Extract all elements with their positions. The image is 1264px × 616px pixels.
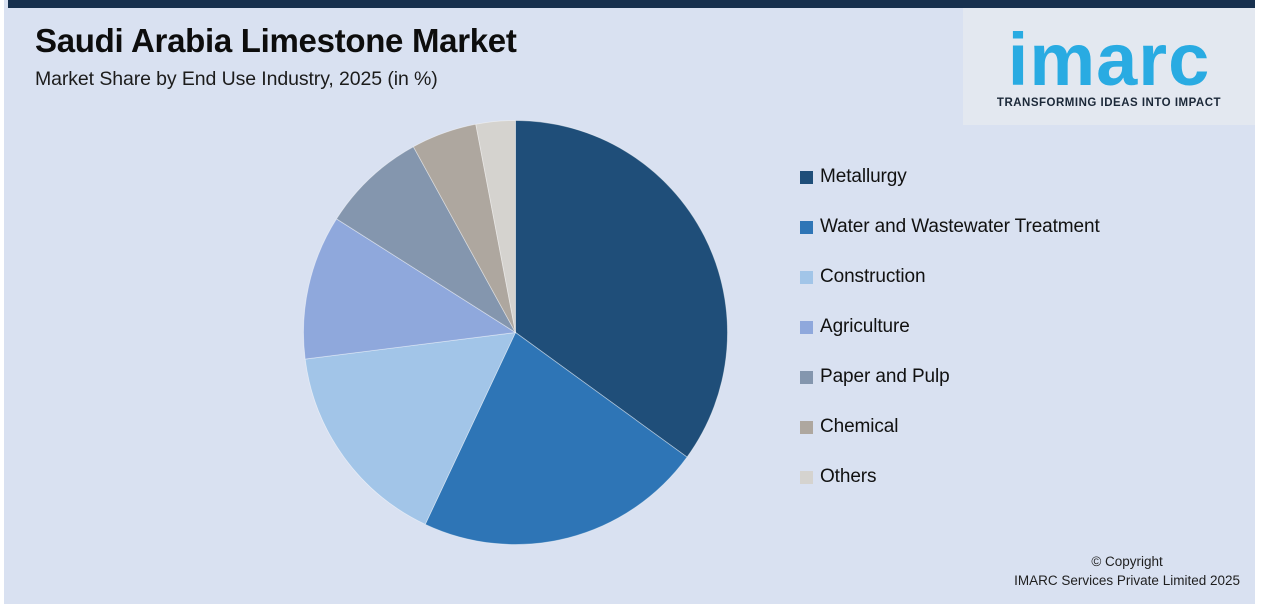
legend-item: Metallurgy <box>800 152 1100 202</box>
legend-swatch <box>800 470 813 484</box>
imarc-tagline: TRANSFORMING IDEAS INTO IMPACT <box>996 96 1222 109</box>
legend-swatch <box>800 320 813 334</box>
pie-slice-metallurgy <box>515 120 728 458</box>
legend-item: Chemical <box>800 402 1100 452</box>
legend-swatch <box>800 170 813 184</box>
legend-label: Agriculture <box>820 316 910 337</box>
legend-swatch <box>800 220 813 234</box>
legend-swatch <box>800 420 813 434</box>
imarc-logo: imarc <box>1007 18 1211 102</box>
legend-label: Metallurgy <box>820 166 907 187</box>
page-title: Saudi Arabia Limestone Market <box>35 22 517 59</box>
copyright-notice: © Copyright IMARC Services Private Limit… <box>1014 552 1240 590</box>
legend-item: Others <box>800 452 1100 502</box>
top-accent-bar <box>8 0 1255 8</box>
pie-slice-construction <box>304 332 516 525</box>
legend-item: Agriculture <box>800 302 1100 352</box>
pie-slice-paper-and-pulp <box>336 146 516 333</box>
pie-slice-agriculture <box>303 218 516 360</box>
pie-chart <box>303 120 728 545</box>
legend-label: Construction <box>820 266 926 287</box>
pie-slice-others <box>475 120 516 333</box>
pie-slice-water-and-wastewater-treatment <box>424 332 688 545</box>
logo-panel: imarc TRANSFORMING IDEAS INTO IMPACT <box>963 8 1255 125</box>
legend-label: Others <box>820 466 877 487</box>
pie-chart-container <box>302 119 729 546</box>
pie-slice-chemical <box>412 123 516 333</box>
copyright-line2: IMARC Services Private Limited 2025 <box>1014 573 1240 588</box>
copyright-line1: © Copyright <box>1091 554 1163 569</box>
legend-swatch <box>800 370 813 384</box>
legend-label: Water and Wastewater Treatment <box>820 216 1100 237</box>
legend-item: Construction <box>800 252 1100 302</box>
legend-item: Paper and Pulp <box>800 352 1100 402</box>
legend-label: Paper and Pulp <box>820 366 950 387</box>
title-block: Saudi Arabia Limestone Market Market Sha… <box>35 22 517 91</box>
legend: Metallurgy Water and Wastewater Treatment… <box>800 152 1100 502</box>
legend-label: Chemical <box>820 416 899 437</box>
legend-item: Water and Wastewater Treatment <box>800 202 1100 252</box>
legend-swatch <box>800 270 813 284</box>
page-subtitle: Market Share by End Use Industry, 2025 (… <box>35 67 438 90</box>
